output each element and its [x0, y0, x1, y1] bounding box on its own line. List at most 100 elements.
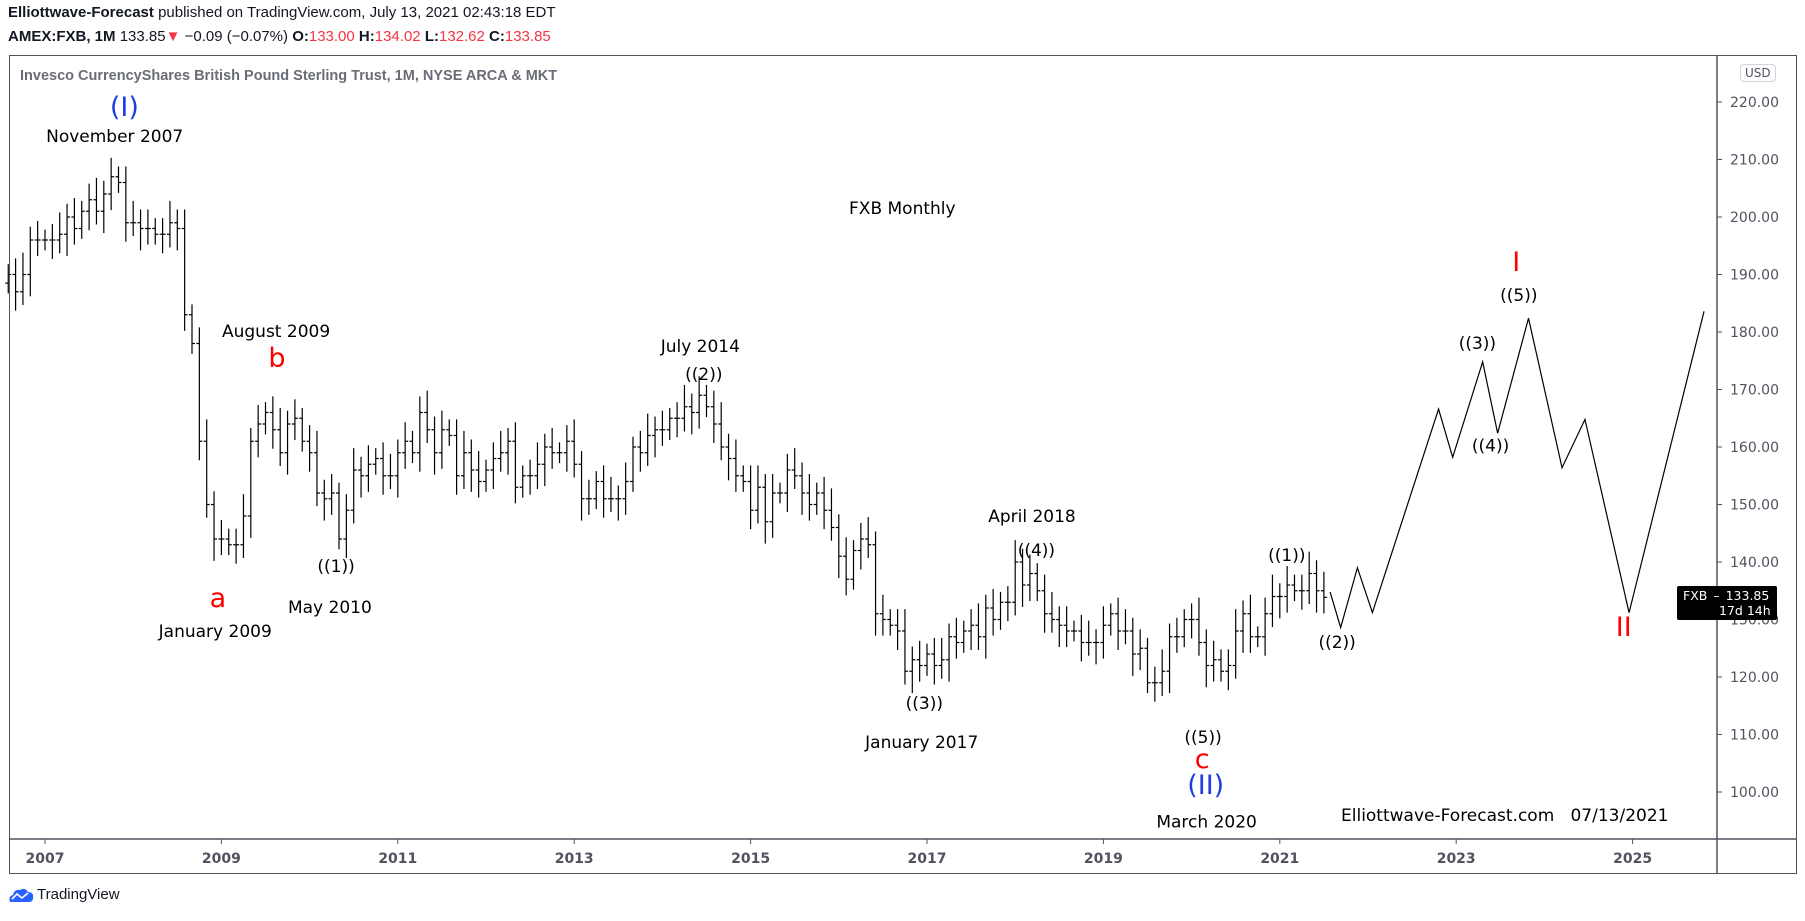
ohlc-bar: [218, 520, 225, 556]
ohlc-bar: [56, 212, 63, 254]
ohlc-bar: [887, 609, 894, 636]
y-tick-label: 100.00: [1730, 785, 1779, 801]
wave-annotation: ((5)): [1500, 286, 1537, 306]
ohlc-bar: [563, 425, 570, 472]
ohlc-bar: [93, 177, 100, 225]
price-change: −0.09 (−0.07%): [184, 28, 289, 45]
ohlc-bar: [1056, 606, 1063, 648]
ohlc-bar: [1269, 574, 1276, 627]
ohlc-bar: [1247, 594, 1254, 653]
ohlc-bar: [460, 430, 467, 489]
ohlc-bar: [519, 465, 526, 498]
ohlc-bar: [982, 594, 989, 659]
ohlc-bar: [938, 637, 945, 679]
ohlc-bar: [666, 407, 673, 441]
wave-annotation: January 2009: [158, 622, 272, 642]
ohlc-bar: [497, 430, 504, 472]
ohlc-bar: [475, 451, 482, 498]
ohlc-bar: [1026, 554, 1033, 602]
ohlc-bar: [240, 494, 247, 558]
currency-button[interactable]: USD: [1740, 64, 1776, 82]
ohlc-bar: [336, 482, 342, 550]
wave-annotation: ((3)): [1459, 334, 1496, 354]
wave-annotation: ((5)): [1184, 728, 1221, 748]
ohlc-bar: [284, 410, 291, 475]
ohlc-bar: [27, 226, 34, 297]
x-tick-label: 2011: [378, 851, 417, 867]
ohlc-bar: [637, 430, 644, 472]
y-tick-label: 160.00: [1730, 440, 1779, 456]
ohlc-bar: [159, 218, 166, 254]
ohlc-bar: [1100, 606, 1107, 659]
wave-annotation: ((1)): [317, 557, 354, 577]
y-tick-label: 210.00: [1730, 153, 1779, 169]
ohlc-bar: [1291, 574, 1298, 602]
x-tick-label: 2025: [1613, 851, 1652, 867]
ohlc-bar: [541, 433, 548, 487]
low-value: 132.62: [438, 28, 485, 45]
ohlc-bar: [784, 453, 791, 512]
ohlc-bar: [144, 209, 151, 245]
ohlc-bar: [762, 474, 769, 544]
ohlc-bar: [416, 396, 423, 472]
ohlc-bar: [946, 623, 953, 682]
ohlc-bar: [1063, 606, 1070, 648]
ohlc-bar: [137, 209, 144, 251]
ohlc-bar: [1188, 603, 1195, 639]
ohlc-bar: [350, 448, 357, 524]
ohlc-bar: [1004, 586, 1011, 622]
ohlc-bar: [681, 384, 688, 432]
ohlc-bar: [130, 200, 137, 236]
ohlc-bar: [34, 221, 41, 257]
ohlc-bar: [321, 479, 328, 521]
ohlc-bar: [843, 537, 850, 596]
tradingview-logo[interactable]: TradingView: [8, 886, 120, 903]
published-text: published on TradingView.com, July 13, 2…: [158, 4, 556, 21]
ohlc-bar: [549, 428, 556, 469]
ohlc-bar: [100, 180, 107, 234]
wave-annotation: July 2014: [660, 337, 740, 357]
wave-annotation: (II): [1187, 770, 1224, 801]
ohlc-bar: [835, 514, 842, 579]
ohlc-bar: [372, 448, 379, 475]
ohlc-bar: [1144, 637, 1151, 694]
ohlc-bar: [1313, 560, 1320, 613]
wave-annotation: ((2)): [685, 365, 722, 385]
y-tick-label: 220.00: [1730, 95, 1779, 111]
chart-title: Invesco CurrencyShares British Pound Ste…: [20, 68, 558, 84]
ohlc-bar: [365, 445, 372, 492]
ohlc-bar: [1195, 597, 1202, 656]
ohlc-bar: [1298, 574, 1305, 610]
x-tick-label: 2013: [555, 851, 594, 867]
ohlc-bar: [901, 609, 908, 685]
ohlc-bar: [505, 428, 512, 475]
ohlc-bar: [732, 439, 739, 492]
ohlc-bar: [968, 609, 975, 650]
last-price: 133.85: [119, 28, 166, 45]
tradingview-cloud-icon: [9, 888, 34, 902]
publish-info: Elliottwave-Forecast published on Tradin…: [8, 4, 556, 21]
ohlc-bar: [409, 430, 416, 464]
ohlc-bar: [1078, 614, 1085, 662]
chart-frame: [9, 55, 1797, 874]
ohlc-bar: [1276, 583, 1283, 619]
ohlc-bar: [1284, 566, 1291, 613]
ohlc-bar: [233, 528, 240, 564]
ohlc-bar: [622, 462, 629, 515]
ohlc-bar: [5, 264, 12, 294]
ohlc-bar: [343, 494, 350, 558]
ohlc-bar: [86, 183, 93, 231]
wave-annotation: a: [210, 583, 227, 614]
ohlc-bar: [42, 229, 48, 251]
open-label: O:: [292, 28, 309, 45]
bar-countdown: 17d 14h: [1719, 603, 1771, 618]
ohlc-bar: [740, 465, 747, 492]
ohlc-bar: [857, 522, 864, 570]
ohlc-bar: [203, 419, 210, 518]
high-label: H:: [358, 28, 375, 45]
ohlc-bar: [924, 643, 930, 676]
ohlc-bar: [166, 200, 173, 248]
ohlc-bar: [703, 384, 710, 418]
ohlc-bar: [1085, 620, 1092, 656]
